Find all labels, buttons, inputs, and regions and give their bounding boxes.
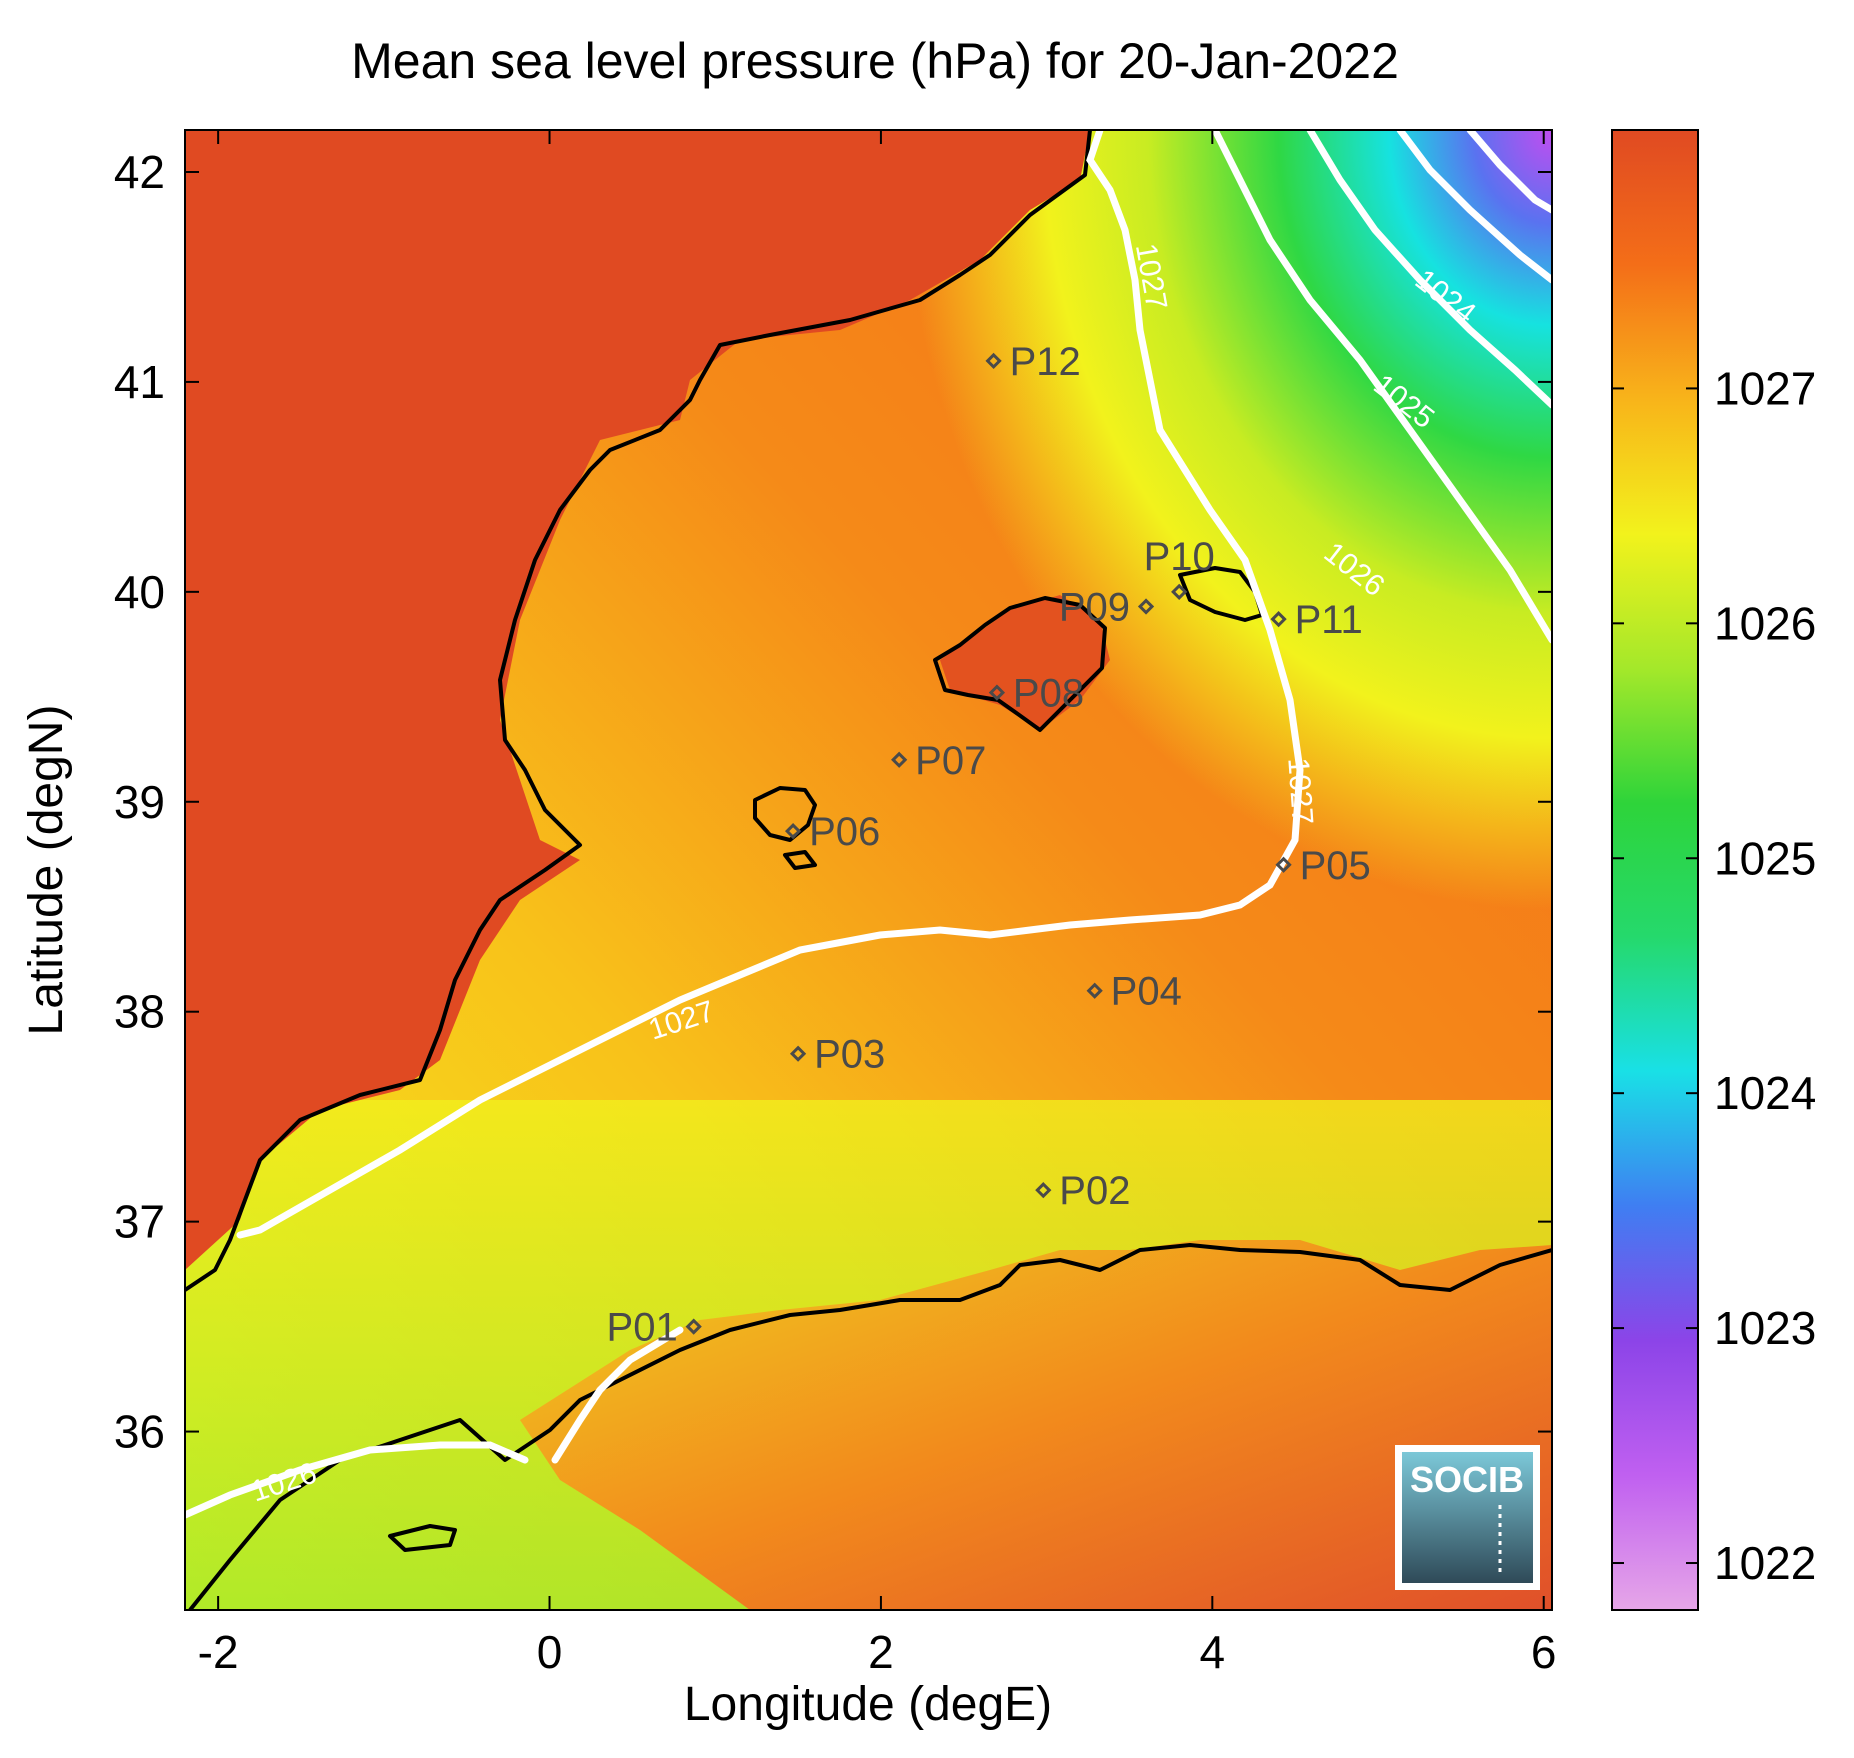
x-tick-label: -2 [198,1626,239,1678]
coastline-mallorca [933,596,1107,732]
colorbar-tick-label: 1025 [1714,832,1816,884]
isobar-1026-south [551,1326,684,1464]
station-marker [1270,611,1287,628]
station-marker [1171,583,1188,600]
y-tick-label: 38 [114,986,165,1038]
isobar-1024 [1396,130,1552,284]
station-marker [985,352,1002,370]
y-tick-label: 42 [114,146,165,198]
station-label: P02 [1059,1169,1130,1213]
contour-label: 1027 [1281,757,1319,826]
coastline-ibiza [753,786,817,842]
station-label: P12 [1010,340,1081,384]
colorbar-tick-label: 1023 [1714,1302,1816,1354]
x-axis-label: Longitude (degE) [684,1678,1052,1731]
x-tick-label: 6 [1531,1626,1557,1678]
station-label: P06 [809,810,880,854]
y-tick-label: 41 [114,356,165,408]
pressure-field [185,130,1552,1610]
station-label: P09 [1059,586,1130,630]
y-axis-label: Latitude (degN) [20,705,73,1036]
isobar-1025 [1306,130,1552,409]
station-marker [784,823,802,840]
colorbar-tick-label: 1026 [1714,597,1816,649]
station-marker [789,1045,807,1062]
coastlines [185,130,1552,1610]
station-marker [988,684,1006,701]
station-marker [685,1318,702,1335]
x-tick-label: 4 [1200,1626,1226,1678]
map-frame [184,129,1553,1611]
station-label: P10 [1144,535,1215,579]
y-axis-ticks: 42 41 40 39 38 37 36 [114,146,1552,1458]
station-label: P01 [607,1306,678,1350]
station-label: P05 [1300,844,1371,888]
station-label: P04 [1111,970,1182,1014]
x-axis-ticks: -2 0 2 4 6 [198,130,1557,1678]
colorbar-tick-label: 1024 [1714,1067,1816,1119]
isobar-1026-southwest [185,1441,529,1519]
station-marker [891,751,908,768]
socib-logo: SOCIB [1395,1445,1540,1590]
station-markers: P01 P02 P03 P04 P05 P06 P07 P08 P09 P10 P11 P12 [607,340,1371,1350]
socib-logo-text: SOCIB [1410,1459,1524,1500]
coastline-iberia [185,130,1092,1292]
iberia-land [185,130,1090,1270]
x-tick-label: 2 [868,1626,894,1678]
station-label: P07 [915,739,986,783]
y-tick-label: 36 [114,1406,165,1458]
coastline-north-africa [188,1243,1552,1610]
chart-title: Mean sea level pressure (hPa) for 20-Jan… [351,33,1399,89]
colorbar-ticks: 1027 1026 1025 1024 1023 1022 [1612,362,1816,1589]
station-marker [1035,1182,1052,1199]
colorbar-tick-label: 1027 [1714,362,1816,414]
station-label: P03 [814,1033,885,1077]
x-tick-label: 0 [537,1626,563,1678]
north-africa-land [520,1240,1552,1610]
isobar-contours [185,130,1552,1519]
station-label: P11 [1295,598,1363,642]
isobar-1023 [1466,130,1552,214]
station-marker [1086,982,1103,999]
isobar-1026-northeast [1211,130,1552,644]
colorbar-tick-label: 1022 [1714,1537,1816,1589]
y-tick-label: 40 [114,566,165,618]
y-tick-label: 37 [114,1196,165,1248]
station-label: P08 [1013,672,1084,716]
coastline-formentera [783,850,817,870]
colorbar [1611,129,1699,1611]
coastline-alboran [388,1524,457,1552]
station-marker [1137,598,1155,615]
y-tick-label: 39 [114,776,165,828]
isobar-1027-east [236,130,1304,1239]
station-marker [1275,856,1292,873]
